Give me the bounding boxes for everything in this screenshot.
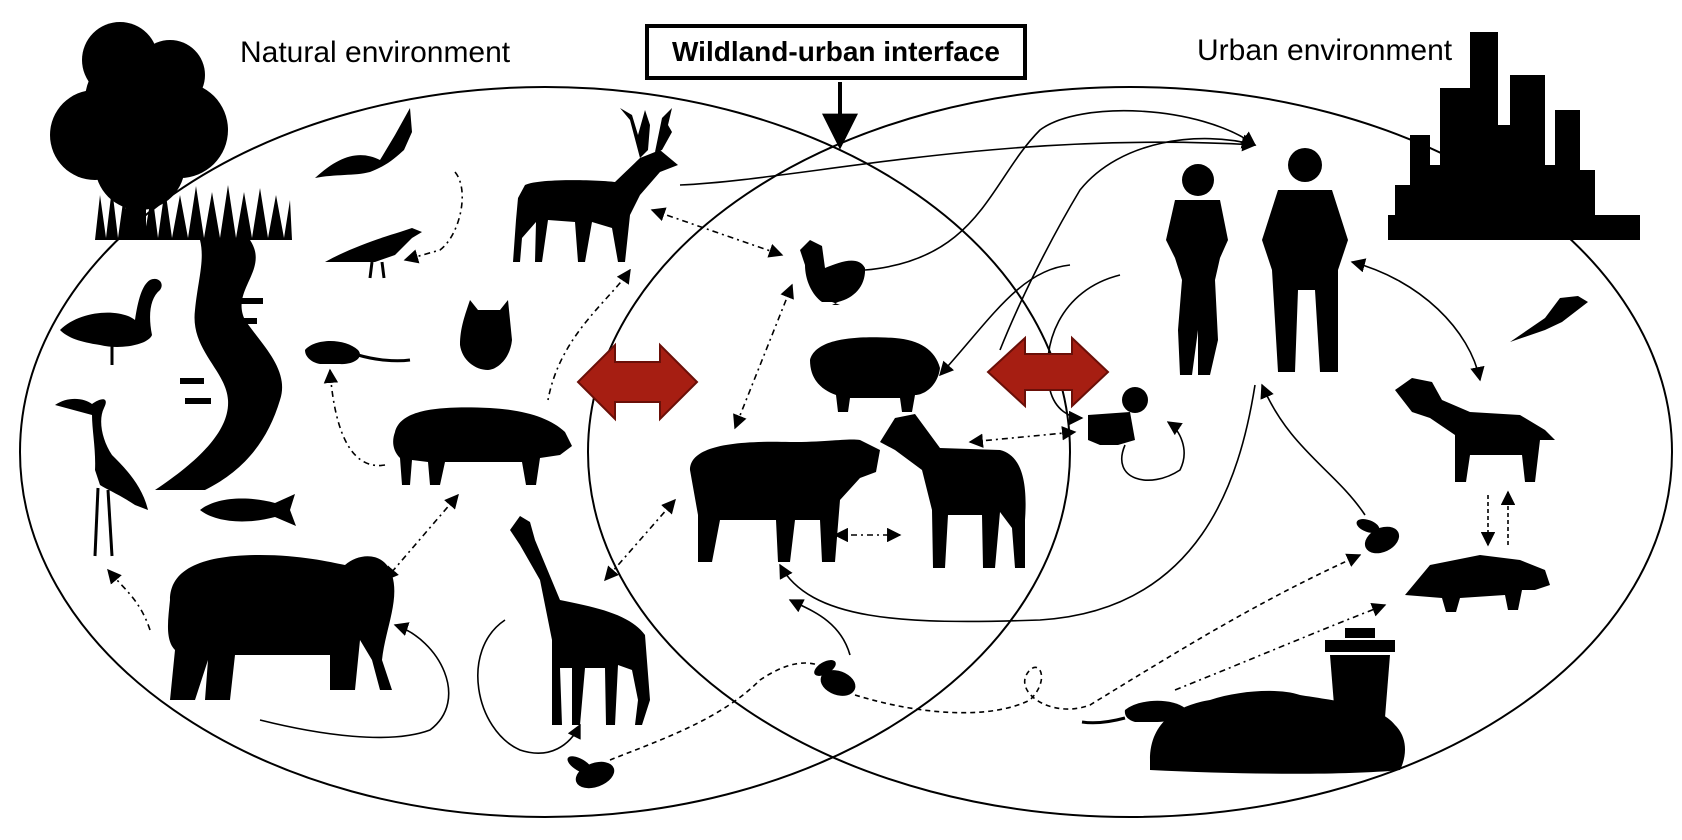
- natural-environment-ellipse: [19, 86, 1071, 818]
- fly-icon: [814, 660, 856, 696]
- elephant-icon: [167, 555, 395, 700]
- garbage-pile-icon: [1150, 690, 1405, 774]
- pig-icon: [810, 337, 940, 412]
- fly-icon: [1356, 519, 1400, 554]
- wild-boar-icon: [393, 407, 572, 485]
- dog-icon: [1395, 378, 1555, 482]
- woman-icon: [1166, 164, 1228, 375]
- fish-icon: [200, 494, 296, 526]
- interface-urban-exchange-arrow: [986, 335, 1110, 409]
- city-skyline-icon: [1388, 32, 1640, 240]
- giraffe-icon: [510, 516, 650, 725]
- rat-icon: [305, 341, 411, 365]
- rooster-icon: [800, 240, 866, 305]
- natural-environment-label: Natural environment: [240, 36, 511, 69]
- bat-icon: [315, 108, 412, 178]
- cow-icon: [690, 439, 880, 562]
- horse-icon: [880, 414, 1026, 568]
- raccoon-icon: [1405, 555, 1550, 612]
- goose-icon: [60, 278, 162, 365]
- crow-icon: [325, 228, 422, 279]
- baby-icon: [1088, 387, 1148, 445]
- deer-icon: [513, 108, 678, 262]
- fly-icon: [567, 756, 615, 789]
- interaction-arrows: [107, 109, 1516, 761]
- wildland-urban-interface-label: Wildland-urban interface: [671, 36, 1000, 67]
- grass-icon: [95, 185, 292, 240]
- wildland-urban-interface-box: Wildland-urban interface: [645, 24, 1027, 80]
- urban-environment-ellipse: [587, 86, 1673, 818]
- natural-interface-exchange-arrow: [576, 342, 699, 422]
- urban-environment-label: Urban environment: [1197, 34, 1453, 67]
- heron-icon: [55, 398, 148, 557]
- magpie-icon: [1510, 296, 1588, 342]
- owl-icon: [460, 300, 512, 370]
- river-icon: [155, 240, 283, 490]
- man-icon: [1262, 148, 1348, 372]
